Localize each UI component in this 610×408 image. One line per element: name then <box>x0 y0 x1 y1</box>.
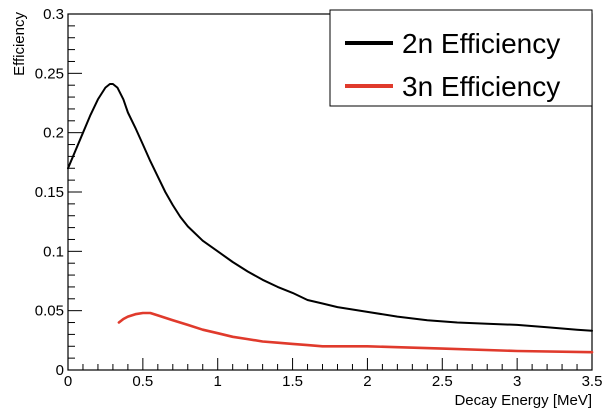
axis-ticks: 0 0.5 1 1.5 2 2.5 3 3.5 0 0.05 0.1 0.15 0.2 0.25 0.3 <box>35 6 603 390</box>
x-tick-label: 2.5 <box>432 373 453 390</box>
x-tick-label: 2 <box>363 373 371 390</box>
x-axis-title: Decay Energy [MeV] <box>454 392 592 408</box>
x-tick-label: 3 <box>513 373 521 390</box>
y-tick-label: 0.15 <box>35 184 64 201</box>
y-tick-label: 0.2 <box>43 125 64 142</box>
legend-label-3n: 3n Efficiency <box>402 71 560 102</box>
y-tick-label: 0.05 <box>35 303 64 320</box>
x-tick-label: 3.5 <box>582 373 603 390</box>
legend: 2n Efficiency 3n Efficiency <box>329 9 593 107</box>
y-axis-title: Efficiency <box>11 12 28 76</box>
legend-label-2n: 2n Efficiency <box>402 28 560 59</box>
x-tick-label: 1.5 <box>282 373 303 390</box>
series-line-2n <box>67 83 593 332</box>
data-series <box>67 83 594 354</box>
legend-box <box>329 9 593 107</box>
y-tick-label: 0.25 <box>35 65 64 82</box>
y-tick-label: 0.1 <box>43 243 64 260</box>
x-tick-label: 0 <box>64 373 72 390</box>
y-tick-label: 0.3 <box>43 6 64 23</box>
x-tick-label: 0.5 <box>132 373 153 390</box>
series-line-3n <box>117 311 594 354</box>
x-tick-label: 1 <box>214 373 222 390</box>
y-tick-label: 0 <box>56 362 64 379</box>
